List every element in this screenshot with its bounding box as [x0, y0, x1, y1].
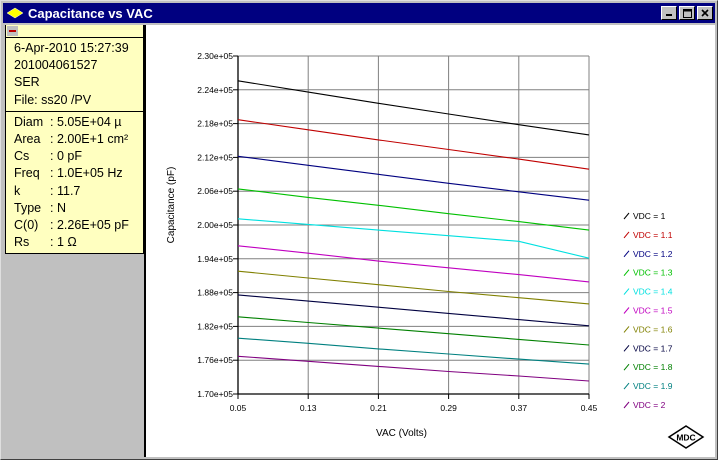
legend-entry: VDC = 2 [633, 400, 666, 410]
measurement-file: File: ss20 /PV [14, 92, 92, 107]
mdc-logo-icon [667, 425, 705, 449]
x-tick-label: 0.45 [581, 403, 598, 413]
legend-entry: VDC = 1.8 [633, 362, 673, 372]
legend-swatch-icon [623, 401, 630, 409]
y-tick-label: 2.00e+05 [197, 220, 233, 230]
legend-entry: VDC = 1.2 [633, 249, 673, 259]
x-tick-label: 0.37 [511, 403, 528, 413]
x-axis-label: VAC (Volts) [376, 428, 427, 439]
legend-entry: VDC = 1 [633, 211, 666, 221]
series-line [237, 294, 590, 327]
y-tick-label: 2.18e+05 [197, 119, 233, 129]
y-tick-label: 2.12e+05 [197, 152, 233, 162]
collapse-row [6, 25, 143, 37]
y-axis-label: Capacitance (pF) [166, 167, 177, 244]
legend-swatch-icon [623, 307, 630, 314]
y-tick-label: 2.06e+05 [197, 186, 233, 196]
x-tick-label: 0.13 [300, 403, 317, 413]
minus-icon [9, 30, 16, 32]
measurement-date: 6-Apr-2010 15:27:39 [14, 41, 129, 55]
series-line [237, 218, 590, 259]
param-rs: Rs: 1 Ω [14, 235, 77, 250]
legend-entry: VDC = 1.6 [633, 324, 673, 334]
series-line [237, 316, 590, 346]
y-tick-label: 2.30e+05 [197, 51, 233, 61]
legend-entry: VDC = 1.7 [633, 343, 673, 353]
y-tick-label: 1.82e+05 [197, 321, 233, 331]
close-icon [701, 9, 709, 17]
y-tick-label: 1.88e+05 [197, 288, 233, 298]
legend-swatch-icon [623, 231, 630, 239]
capacitance-chart: 2.30e+05 2.24e+05 2.18e+05 2.12e+05 2.06e+05… [166, 51, 705, 449]
measurement-mode: SER [14, 75, 40, 90]
legend-swatch-icon [623, 326, 630, 333]
series-line [237, 245, 590, 283]
series-line [237, 155, 590, 201]
collapse-button[interactable] [7, 26, 18, 36]
legend-entry: VDC = 1.3 [633, 268, 673, 278]
series-line [237, 80, 590, 136]
legend-swatch-icon [623, 288, 630, 295]
series-line [237, 270, 590, 305]
mdc-logo-text: MDC [676, 433, 695, 443]
plot-area: 2.30e+05 2.24e+05 2.18e+05 2.12e+05 2.06e+05… [144, 25, 715, 457]
y-tick-label: 1.70e+05 [197, 389, 233, 399]
measurement-header: 6-Apr-2010 15:27:39 201004061527 SER Fil… [6, 37, 143, 112]
param-type: Type: N [14, 200, 66, 215]
window-title: Capacitance vs VAC [28, 5, 153, 21]
param-k: k: 11.7 [14, 183, 81, 198]
legend-entry: VDC = 1.4 [633, 287, 673, 297]
measurement-params: Diam: 5.05E+04 µ Area: 2.00E+1 cm² Cs: 0… [6, 112, 143, 254]
series-line [237, 188, 590, 231]
legend-swatch-icon [623, 382, 630, 390]
param-c0: C(0): 2.26E+05 pF [14, 218, 129, 233]
title-bar[interactable]: Capacitance vs VAC [3, 3, 715, 23]
client-area: 6-Apr-2010 15:27:39 201004061527 SER Fil… [5, 25, 715, 457]
param-area: Area: 2.00E+1 cm² [14, 132, 129, 147]
app-diamond-icon [6, 7, 24, 19]
param-cs: Cs: 0 pF [14, 149, 82, 164]
maximize-button[interactable] [679, 6, 695, 20]
x-tick-label: 0.29 [440, 403, 457, 413]
minimize-icon [666, 14, 672, 16]
legend-swatch-icon [623, 250, 630, 258]
y-tick-label: 1.76e+05 [197, 355, 233, 365]
param-freq: Freq: 1.0E+05 Hz [14, 166, 123, 181]
y-tick-label: 2.24e+05 [197, 85, 233, 95]
minimize-button[interactable] [661, 6, 677, 20]
y-tick-label: 1.94e+05 [197, 254, 233, 264]
legend-entry: VDC = 1.5 [633, 306, 673, 316]
x-tick-label: 0.05 [230, 403, 247, 413]
info-panel: 6-Apr-2010 15:27:39 201004061527 SER Fil… [5, 25, 144, 255]
legend-swatch-icon [623, 212, 630, 220]
legend-entry: VDC = 1.1 [633, 230, 673, 240]
maximize-icon [682, 8, 692, 18]
legend-swatch-icon [623, 269, 630, 277]
close-button[interactable] [697, 6, 713, 20]
legend-swatch-icon [623, 344, 630, 352]
series-line [237, 355, 590, 382]
series-line [237, 119, 590, 170]
measurement-id: 201004061527 [14, 58, 98, 73]
param-diam: Diam: 5.05E+04 µ [14, 114, 122, 129]
legend-swatch-icon [623, 363, 630, 371]
series-line [237, 337, 590, 365]
x-tick-label: 0.21 [370, 403, 387, 413]
legend-entry: VDC = 1.9 [633, 381, 673, 391]
